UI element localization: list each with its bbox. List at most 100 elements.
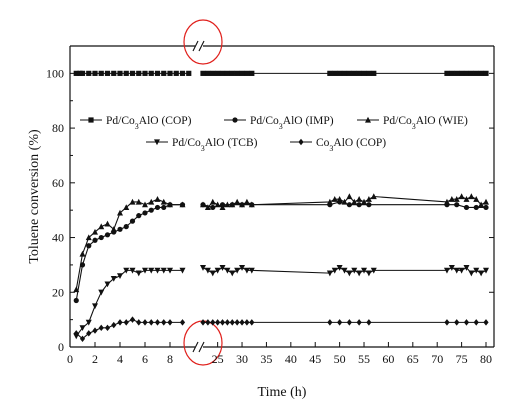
data-point — [111, 321, 117, 329]
data-point — [117, 70, 123, 76]
x-tick-label: 60 — [382, 352, 394, 366]
x-tick-label: 75 — [456, 352, 468, 366]
y-axis-label: Toluene conversion (%) — [27, 129, 42, 264]
series-line — [75, 204, 183, 301]
data-point — [129, 218, 136, 224]
data-point — [224, 319, 230, 326]
series-line — [75, 319, 183, 340]
data-point — [214, 201, 221, 208]
data-point — [351, 198, 358, 205]
data-point — [249, 319, 255, 326]
data-point — [98, 324, 104, 332]
data-point — [160, 198, 167, 205]
axis-break-mark-top — [198, 40, 205, 52]
data-point — [458, 193, 465, 200]
data-point — [473, 267, 480, 274]
data-point — [209, 270, 216, 277]
data-point — [179, 267, 186, 274]
x-tick-label: 25 — [212, 352, 224, 366]
data-point — [327, 70, 333, 76]
data-point — [351, 70, 357, 76]
data-point — [337, 70, 343, 76]
data-point — [248, 201, 255, 208]
legend-label: Co3AlO (COP) — [316, 137, 386, 153]
x-tick-label: 0 — [67, 352, 73, 366]
data-point — [92, 70, 98, 76]
data-point — [239, 265, 246, 271]
data-point — [366, 319, 372, 326]
data-point — [79, 335, 86, 342]
data-point — [167, 70, 173, 76]
data-point — [483, 267, 489, 274]
axis-break-mark-bottom — [192, 341, 199, 353]
data-point — [92, 327, 98, 334]
data-point — [341, 70, 348, 76]
data-point — [219, 70, 226, 76]
axes-group: 0 20 40 60 80 100 0 2 4 6 8 25 30 35 40 45 50 55 60 65 70 75 8… — [46, 19, 495, 366]
data-point — [224, 267, 231, 274]
y-tick-label: 60 — [52, 176, 64, 190]
data-point — [478, 201, 485, 208]
data-point — [129, 267, 136, 274]
data-point — [326, 270, 333, 277]
data-point — [483, 70, 489, 76]
data-point — [142, 70, 148, 76]
x-tick-label: 2 — [92, 352, 98, 366]
data-point — [331, 196, 338, 202]
legend-item-2: Pd/Co3AlO (IMP) — [224, 115, 334, 131]
data-point — [468, 193, 475, 200]
data-point — [148, 267, 155, 274]
data-point — [463, 204, 470, 211]
data-point — [154, 196, 161, 202]
data-point — [92, 237, 98, 243]
x-tick-label: 65 — [407, 352, 419, 366]
data-point — [366, 70, 372, 76]
data-point — [123, 70, 129, 76]
legend-label: Pd/Co3AlO (TCB) — [172, 137, 258, 153]
data-point — [98, 234, 104, 241]
data-point — [167, 267, 173, 274]
data-point — [86, 330, 92, 337]
data-point — [351, 267, 358, 274]
data-point — [326, 198, 333, 205]
data-point — [129, 198, 136, 205]
axis-break-highlight-top — [183, 19, 223, 65]
data-point — [117, 209, 123, 216]
data-point — [86, 70, 92, 76]
data-point — [478, 70, 484, 76]
data-point — [219, 204, 226, 211]
data-point — [86, 243, 92, 249]
y-tick-label: 40 — [52, 231, 64, 245]
series-line — [75, 269, 183, 337]
data-point — [454, 319, 460, 326]
data-point — [200, 319, 206, 326]
data-point — [229, 270, 236, 277]
data-point — [361, 70, 367, 76]
data-point — [249, 70, 255, 76]
data-point — [110, 226, 117, 232]
data-point — [117, 319, 123, 326]
data-point — [110, 275, 117, 282]
data-point — [244, 319, 250, 326]
data-point — [234, 319, 240, 326]
data-point — [356, 202, 362, 208]
data-point — [483, 198, 489, 205]
data-point — [361, 198, 368, 205]
data-point — [200, 265, 206, 271]
y-tick-label: 20 — [52, 285, 64, 299]
data-point — [186, 70, 192, 76]
data-point — [117, 273, 123, 280]
data-point — [370, 193, 377, 200]
data-point — [135, 270, 142, 277]
y-tick-label: 80 — [52, 121, 64, 135]
data-point — [468, 270, 475, 277]
data-point — [167, 319, 173, 326]
data-point — [104, 232, 111, 238]
data-point — [161, 319, 167, 326]
data-point — [135, 198, 142, 205]
data-point — [453, 267, 460, 274]
data-point — [234, 267, 241, 274]
data-point — [243, 267, 250, 274]
data-point — [204, 204, 211, 211]
data-point — [85, 234, 92, 241]
